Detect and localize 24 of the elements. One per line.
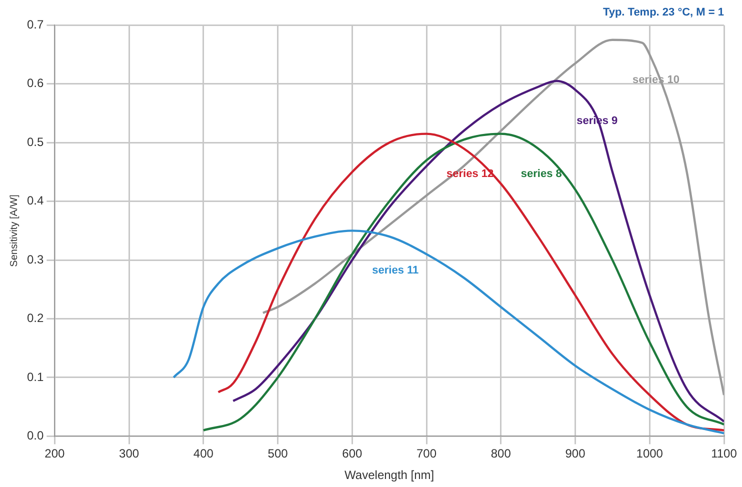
x-tick-label: 400 (193, 446, 214, 461)
x-tick-label: 1100 (711, 446, 738, 461)
x-tick-label: 600 (342, 446, 362, 461)
x-tick-label: 1000 (636, 446, 664, 461)
x-tick-label: 900 (565, 446, 586, 461)
x-axis-title: Wavelength [nm] (344, 468, 434, 482)
line-series (262, 38, 724, 396)
x-tick-label: 200 (44, 446, 66, 461)
y-tick-label: 0.7 (26, 18, 44, 32)
y-tick-label: 0.1 (26, 370, 44, 384)
x-tick-label: 300 (119, 446, 140, 461)
y-axis-title: Sensitivity [A/W] (8, 194, 20, 267)
chart-title: Typ. Temp. 23 °C, M = 1 (602, 6, 724, 19)
y-tick-label: 0.5 (26, 134, 44, 149)
x-tick-label: 700 (416, 446, 437, 461)
y-tick-label: 0.4 (26, 194, 44, 208)
y-tick-label: 0.3 (26, 252, 44, 266)
y-tick-label: 0.6 (26, 76, 44, 90)
y-tick-label: 0.2 (26, 311, 44, 326)
x-tick-label: 800 (490, 446, 512, 461)
y-tick-label: 0.0 (26, 428, 44, 443)
line-series (172, 230, 724, 434)
x-tick-label: 500 (268, 446, 288, 461)
series-label: series 11 (372, 264, 419, 277)
